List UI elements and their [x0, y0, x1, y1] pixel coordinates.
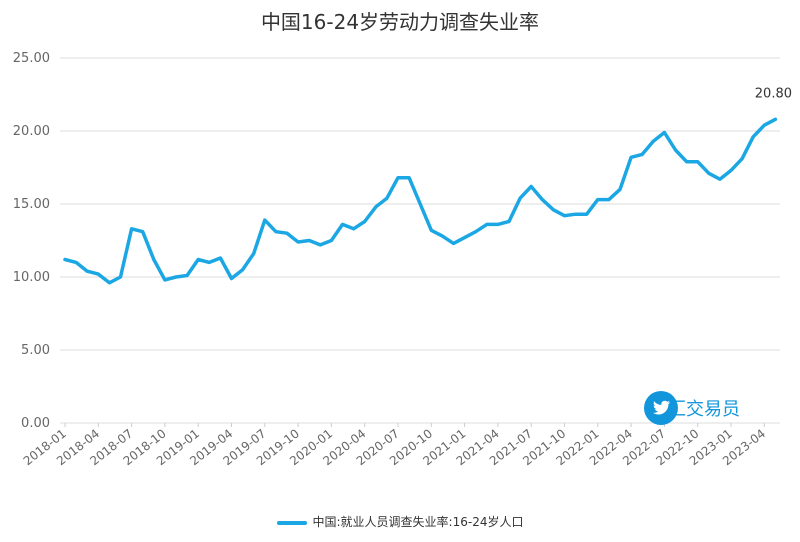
- watermark: 外汇交易员: [644, 391, 740, 425]
- series-line: [63, 117, 778, 285]
- end-value-label: 20.80: [755, 86, 792, 101]
- y-tick-label: 20.00: [13, 124, 50, 139]
- y-tick-label: 10.00: [13, 270, 50, 285]
- y-tick-label: 15.00: [13, 197, 50, 212]
- chart-title: 中国16-24岁劳动力调查失业率: [260, 10, 540, 34]
- y-tick-label: 5.00: [21, 343, 50, 358]
- y-tick-label: 25.00: [13, 51, 50, 66]
- legend-label: 中国:就业人员调查失业率:16-24岁人口: [312, 515, 524, 529]
- twitter-bird-icon: [644, 391, 678, 425]
- y-tick-label: 0.00: [21, 416, 50, 431]
- legend: 中国:就业人员调查失业率:16-24岁人口: [0, 513, 800, 530]
- legend-swatch: [276, 520, 307, 525]
